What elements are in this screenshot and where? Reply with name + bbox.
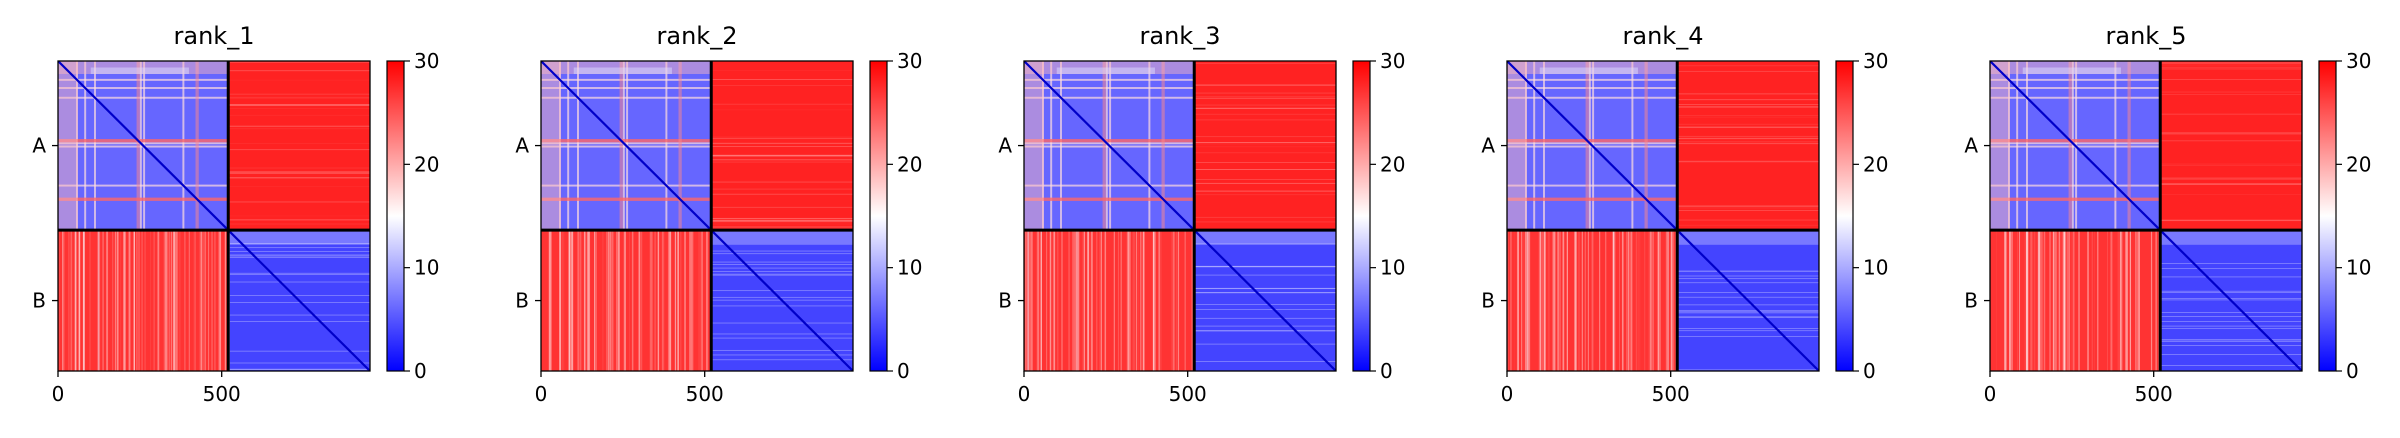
- colorbar-tick-label: 20: [414, 152, 439, 176]
- quadrant-1: [711, 61, 853, 231]
- x-tick-label: 0: [52, 382, 65, 406]
- x-tick-label: 0: [1501, 382, 1514, 406]
- panel-title: rank_2: [657, 22, 738, 50]
- panel-title: rank_4: [1623, 22, 1704, 50]
- panel-1: rank_1 A B 0 500 0 10 20 30: [32, 22, 439, 406]
- colorbar: 0 10 20 30: [869, 49, 922, 383]
- y-tick-label: B: [1964, 289, 1978, 313]
- colorbar-tick-label: 10: [414, 256, 439, 280]
- panel-4: rank_4 A B 0 500 0 10 20 30: [1481, 22, 1888, 406]
- x-tick-label: 500: [686, 382, 724, 406]
- heatmap: [1024, 61, 1336, 371]
- heatmap: [1990, 61, 2302, 371]
- axes-frame: [1023, 60, 1337, 372]
- quadrant-1: [2160, 61, 2302, 231]
- panel-title: rank_3: [1140, 22, 1221, 50]
- colorbar-tick-label: 10: [1863, 256, 1888, 280]
- colorbar-tick-label: 30: [1380, 49, 1405, 73]
- y-tick-label: A: [998, 134, 1012, 158]
- panel-3: rank_3 A B 0 500 0 10 20 30: [998, 22, 1405, 406]
- colorbar-tick-label: 0: [1380, 359, 1393, 383]
- panel-title: rank_5: [2106, 22, 2187, 50]
- diagonal: [541, 61, 853, 371]
- colorbar-tick-label: 30: [897, 49, 922, 73]
- colorbar-tick-label: 20: [897, 152, 922, 176]
- y-tick-label: A: [32, 134, 46, 158]
- colorbar-tick-label: 20: [2346, 152, 2371, 176]
- y-tick-label: A: [515, 134, 529, 158]
- panel-2: rank_2 A B 0 500 0 10 20 30: [515, 22, 922, 406]
- colorbar-tick-label: 0: [1863, 359, 1876, 383]
- y-tick-label: A: [1964, 134, 1978, 158]
- heatmap: [541, 61, 853, 371]
- diagonal: [1507, 61, 1819, 371]
- panel-5: rank_5 A B 0 500 0 10 20 30: [1964, 22, 2371, 406]
- colorbar: 0 10 20 30: [1352, 49, 1405, 383]
- quadrant-2: [1990, 230, 2161, 371]
- y-tick-label: A: [1481, 134, 1495, 158]
- colorbar: 0 10 20 30: [386, 49, 439, 383]
- axes-frame: [540, 60, 854, 372]
- colorbar-tick-label: 20: [1863, 152, 1888, 176]
- colorbar-tick-label: 10: [2346, 256, 2371, 280]
- quadrant-1: [1677, 61, 1819, 231]
- colorbar-tick-label: 0: [414, 359, 427, 383]
- quadrant-1: [228, 61, 370, 231]
- y-tick-label: B: [998, 289, 1012, 313]
- colorbar-tick-label: 20: [1380, 152, 1405, 176]
- x-tick-label: 500: [1169, 382, 1207, 406]
- colorbar: 0 10 20 30: [2318, 49, 2371, 383]
- axes-frame: [1506, 60, 1820, 372]
- diagonal: [1990, 61, 2302, 371]
- axes-frame: [57, 60, 371, 372]
- heatmap: [58, 61, 370, 371]
- panel-title: rank_1: [174, 22, 255, 50]
- colorbar-tick-label: 30: [414, 49, 439, 73]
- colorbar-tick-label: 10: [897, 256, 922, 280]
- colorbar-tick-label: 0: [897, 359, 910, 383]
- colorbar-tick-label: 30: [1863, 49, 1888, 73]
- colorbar: 0 10 20 30: [1835, 49, 1888, 383]
- x-tick-label: 500: [1652, 382, 1690, 406]
- heatmap: [1507, 61, 1819, 371]
- y-tick-label: B: [32, 289, 46, 313]
- y-tick-label: B: [515, 289, 529, 313]
- x-tick-label: 500: [2135, 382, 2173, 406]
- x-tick-label: 0: [1018, 382, 1031, 406]
- quadrant-1: [1194, 61, 1336, 231]
- colorbar-tick-label: 10: [1380, 256, 1405, 280]
- colorbar-tick-label: 0: [2346, 359, 2359, 383]
- diagonal: [1024, 61, 1336, 371]
- x-tick-label: 0: [1984, 382, 1997, 406]
- axes-frame: [1989, 60, 2303, 372]
- x-tick-label: 500: [203, 382, 241, 406]
- diagonal: [58, 61, 370, 371]
- y-tick-label: B: [1481, 289, 1495, 313]
- colorbar-tick-label: 30: [2346, 49, 2371, 73]
- quadrant-2: [1024, 230, 1195, 371]
- x-tick-label: 0: [535, 382, 548, 406]
